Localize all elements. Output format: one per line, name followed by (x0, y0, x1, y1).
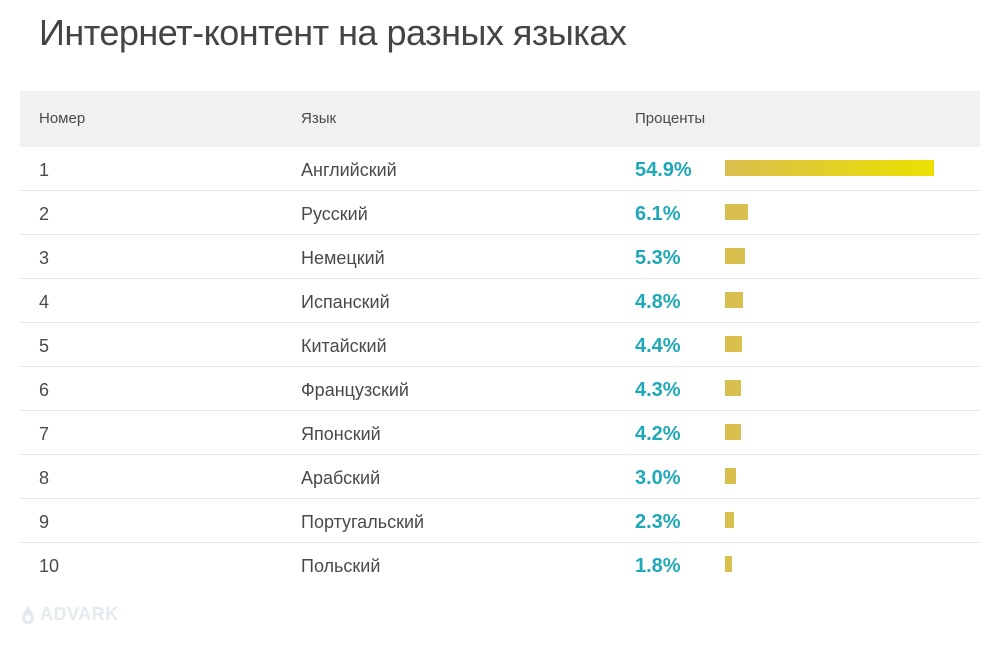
row-number: 2 (39, 204, 50, 224)
row-language: Арабский (301, 468, 381, 488)
language-table: Номер Язык Проценты 1 Английский 54.9% 2 Рус… (20, 91, 980, 587)
header-percent: Проценты (635, 110, 706, 127)
table-row: 5 Китайский 4.4% (20, 323, 980, 367)
watermark-text: ADVARK (40, 604, 119, 624)
row-number: 3 (39, 248, 50, 268)
percent-bar (725, 424, 741, 440)
row-language: Немецкий (301, 248, 385, 268)
row-percent: 3.0% (635, 467, 681, 489)
row-number: 10 (39, 556, 60, 576)
row-percent: 1.8% (635, 555, 681, 577)
table-row: 8 Арабский 3.0% (20, 455, 980, 499)
row-language: Русский (301, 204, 368, 224)
row-number: 9 (39, 512, 50, 532)
row-language: Португальский (301, 512, 425, 532)
row-number: 1 (39, 160, 50, 180)
row-percent: 2.3% (635, 511, 681, 533)
row-number: 6 (39, 380, 50, 400)
table-row: 1 Английский 54.9% (20, 147, 980, 191)
row-percent: 4.4% (635, 335, 681, 357)
percent-bar (725, 248, 745, 264)
table-row: 10 Польский 1.8% (20, 543, 980, 587)
row-language: Французский (301, 380, 409, 400)
table-row: 7 Японский 4.2% (20, 411, 980, 455)
row-percent: 4.3% (635, 379, 681, 401)
row-language: Японский (301, 424, 381, 444)
row-percent: 54.9% (635, 159, 692, 181)
row-number: 4 (39, 292, 50, 312)
row-language: Английский (301, 160, 397, 180)
row-language: Китайский (301, 336, 387, 356)
header-language: Язык (301, 110, 337, 127)
percent-bar (725, 512, 734, 528)
percent-bar (725, 204, 748, 220)
row-percent: 6.1% (635, 203, 681, 225)
percent-bar (725, 160, 934, 176)
row-language: Польский (301, 556, 381, 576)
row-number: 5 (39, 336, 50, 356)
row-percent: 5.3% (635, 247, 681, 269)
row-percent: 4.8% (635, 291, 681, 313)
row-number: 7 (39, 424, 50, 444)
watermark: ADVARK (20, 604, 119, 625)
table-header: Номер Язык Проценты (20, 91, 980, 147)
table-row: 3 Немецкий 5.3% (20, 235, 980, 279)
row-number: 8 (39, 468, 50, 488)
percent-bar (725, 556, 732, 572)
table-row: 4 Испанский 4.8% (20, 279, 980, 323)
drop-logo-icon (22, 605, 34, 624)
row-percent: 4.2% (635, 423, 681, 445)
table-row: 2 Русский 6.1% (20, 191, 980, 235)
table-row: 6 Французский 4.3% (20, 367, 980, 411)
percent-bar (725, 292, 743, 308)
table-row: 9 Португальский 2.3% (20, 499, 980, 543)
percent-bar (725, 468, 736, 484)
page-title: Интернет-контент на разных языках (39, 12, 627, 53)
table-body: 1 Английский 54.9% 2 Русский 6.1% 3 Немецкий 5.3… (20, 147, 980, 587)
row-language: Испанский (301, 292, 390, 312)
header-number: Номер (39, 110, 86, 127)
percent-bar (725, 380, 741, 396)
percent-bar (725, 336, 742, 352)
